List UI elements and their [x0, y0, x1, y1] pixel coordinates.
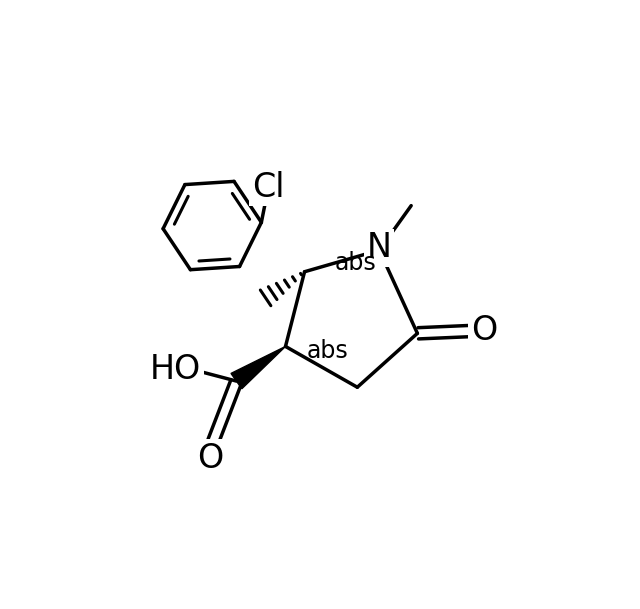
Text: N: N: [367, 231, 392, 264]
Text: abs: abs: [335, 252, 377, 275]
Text: Cl: Cl: [252, 171, 285, 203]
Text: abs: abs: [307, 339, 348, 363]
Text: O: O: [198, 442, 224, 475]
Polygon shape: [231, 347, 285, 389]
Text: HO: HO: [150, 353, 201, 386]
Text: O: O: [471, 314, 497, 348]
